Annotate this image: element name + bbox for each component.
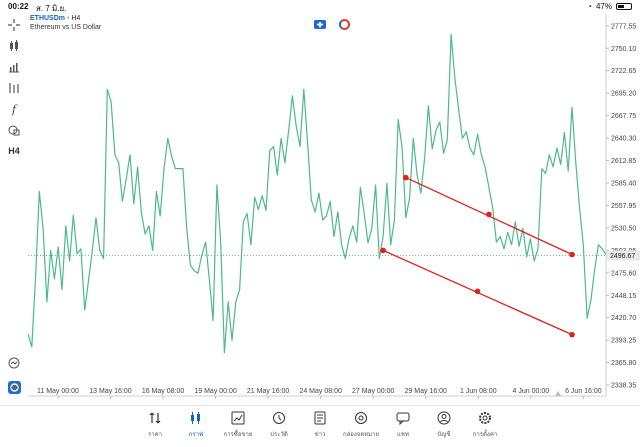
symbol-separator: • xyxy=(65,15,72,22)
history-icon xyxy=(259,409,299,427)
channel-upper-anchor xyxy=(486,211,492,218)
crosshair-icon[interactable] xyxy=(5,16,23,34)
scroll-marker-icon xyxy=(555,391,561,396)
channel-upper-anchor xyxy=(569,251,575,258)
objects-icon[interactable] xyxy=(5,79,23,97)
account-icon xyxy=(424,409,464,427)
symbol-name[interactable]: ETHUSDm xyxy=(30,15,66,22)
candles-icon[interactable] xyxy=(5,37,23,55)
current-price-tag xyxy=(607,250,640,261)
y-tick-label: 2722.65 xyxy=(611,68,636,75)
tab-trade[interactable]: การซื้อขาย xyxy=(218,409,258,443)
y-tick-label: 2750.10 xyxy=(611,46,636,53)
x-tick-label: 1 Jun 08:00 xyxy=(460,388,497,395)
tab-label: กราฟ xyxy=(188,432,204,438)
buy-badge[interactable] xyxy=(314,20,326,29)
price-series-line xyxy=(27,33,607,354)
y-tick-label: 2695.20 xyxy=(611,91,636,98)
y-tick-label: 2777.55 xyxy=(611,23,636,30)
app-logo-icon xyxy=(5,378,23,396)
chat-icon xyxy=(383,409,423,427)
quotes-icon xyxy=(135,409,175,427)
wifi-icon: ◔ xyxy=(587,2,592,11)
function-icon[interactable]: f xyxy=(11,102,17,116)
y-tick-label: 2530.50 xyxy=(611,225,636,232)
sell-badge[interactable] xyxy=(339,19,350,30)
symbol-timeframe: H4 xyxy=(71,15,81,22)
y-tick-label: 2667.75 xyxy=(611,113,636,120)
channel-upper-anchor xyxy=(402,174,409,181)
tab-label: ราคา xyxy=(148,432,162,438)
x-tick-label: 4 Jun 00:00 xyxy=(513,388,550,395)
x-tick-label: 21 May 16:00 xyxy=(247,388,290,395)
shapes-icon[interactable] xyxy=(5,121,23,139)
tab-settings[interactable]: การตั้งค่า xyxy=(465,409,505,443)
tab-label: ข่าว xyxy=(314,432,326,438)
battery-level xyxy=(618,5,624,8)
x-tick-label: 16 May 08:00 xyxy=(142,388,185,395)
tab-label: การตั้งค่า xyxy=(472,432,498,438)
battery-percent: 47% xyxy=(595,2,612,11)
chart-area[interactable]: 2777.55 2750.10 2722.65 2695.20 2667.75 2640.… xyxy=(27,14,640,399)
y-tick-label: 2612.85 xyxy=(611,158,636,165)
chart-toolbar: f H4 xyxy=(0,14,28,399)
y-tick-label: 2393.25 xyxy=(611,338,636,345)
battery-icon xyxy=(616,3,632,10)
tab-label: กล่องจดหมาย xyxy=(342,432,380,438)
channel-lower-anchor xyxy=(380,247,386,254)
y-tick-label: 2365.80 xyxy=(611,360,636,367)
x-tick-label: 11 May 00:00 xyxy=(37,388,79,395)
tab-label: การซื้อขาย xyxy=(223,432,253,438)
news-icon xyxy=(300,409,340,427)
status-indicators: ◔ 47% xyxy=(587,2,632,11)
status-bar: 00:22 ส. 7 มิ.ย. ◔ 47% xyxy=(0,0,640,14)
x-tick-label: 29 May 16:00 xyxy=(405,388,448,395)
y-tick-label: 2338.35 xyxy=(611,383,636,390)
y-tick-label: 2557.95 xyxy=(611,203,636,210)
y-tick-label: 2475.60 xyxy=(611,270,636,277)
tab-label: บัญชี xyxy=(437,432,451,438)
timeframe-button[interactable]: H4 xyxy=(8,146,20,156)
x-tick-label: 6 Jun 16:00 xyxy=(565,388,602,395)
tab-news[interactable]: ข่าว xyxy=(300,409,340,443)
tab-history[interactable]: ประวัติ xyxy=(259,409,299,443)
x-tick-label: 27 May 00:00 xyxy=(352,388,395,395)
tab-label: ประวัติ xyxy=(270,432,288,438)
status-time: 00:22 xyxy=(8,2,29,11)
y-tick-label: 2448.15 xyxy=(611,293,636,300)
zoom-icon[interactable] xyxy=(5,354,23,372)
x-tick-label: 19 May 00:00 xyxy=(194,388,237,395)
channel-lower-anchor xyxy=(474,288,481,295)
current-price-label: 2496.67 xyxy=(610,253,635,260)
y-tick-label: 2640.30 xyxy=(611,136,636,143)
tab-mailbox[interactable]: กล่องจดหมาย xyxy=(341,409,381,443)
symbol-description: Ethereum vs US Dollar xyxy=(30,24,102,31)
price-chart[interactable]: 2777.55 2750.10 2722.65 2695.20 2667.75 2640.… xyxy=(27,14,640,399)
tab-account[interactable]: บัญชี xyxy=(424,409,464,443)
y-tick-label: 2420.70 xyxy=(611,315,636,322)
tab-chart[interactable]: กราฟ xyxy=(176,409,216,443)
x-tick-label: 13 May 16:00 xyxy=(89,388,132,395)
settings-icon xyxy=(465,409,505,427)
status-date: ส. 7 มิ.ย. xyxy=(36,4,67,13)
indicators-icon[interactable] xyxy=(5,58,23,76)
tab-label: แชท xyxy=(397,432,409,438)
bottom-tab-bar: ราคา กราฟ การซื้อขาย ประวัติ ข่าว กล่องจดหมาย… xyxy=(0,405,640,447)
mailbox-icon xyxy=(341,409,381,427)
channel-lower-anchor xyxy=(569,331,575,338)
tab-chat[interactable]: แชท xyxy=(383,409,423,443)
y-tick-label: 2585.40 xyxy=(611,180,636,187)
x-tick-label: 24 May 08:00 xyxy=(299,388,342,395)
tab-quotes[interactable]: ราคา xyxy=(135,409,175,443)
chart-icon xyxy=(176,409,216,427)
plus-icon xyxy=(317,21,323,28)
symbol-header: ETHUSDm • H4 Ethereum vs US Dollar xyxy=(30,14,101,32)
trade-icon xyxy=(218,409,258,427)
